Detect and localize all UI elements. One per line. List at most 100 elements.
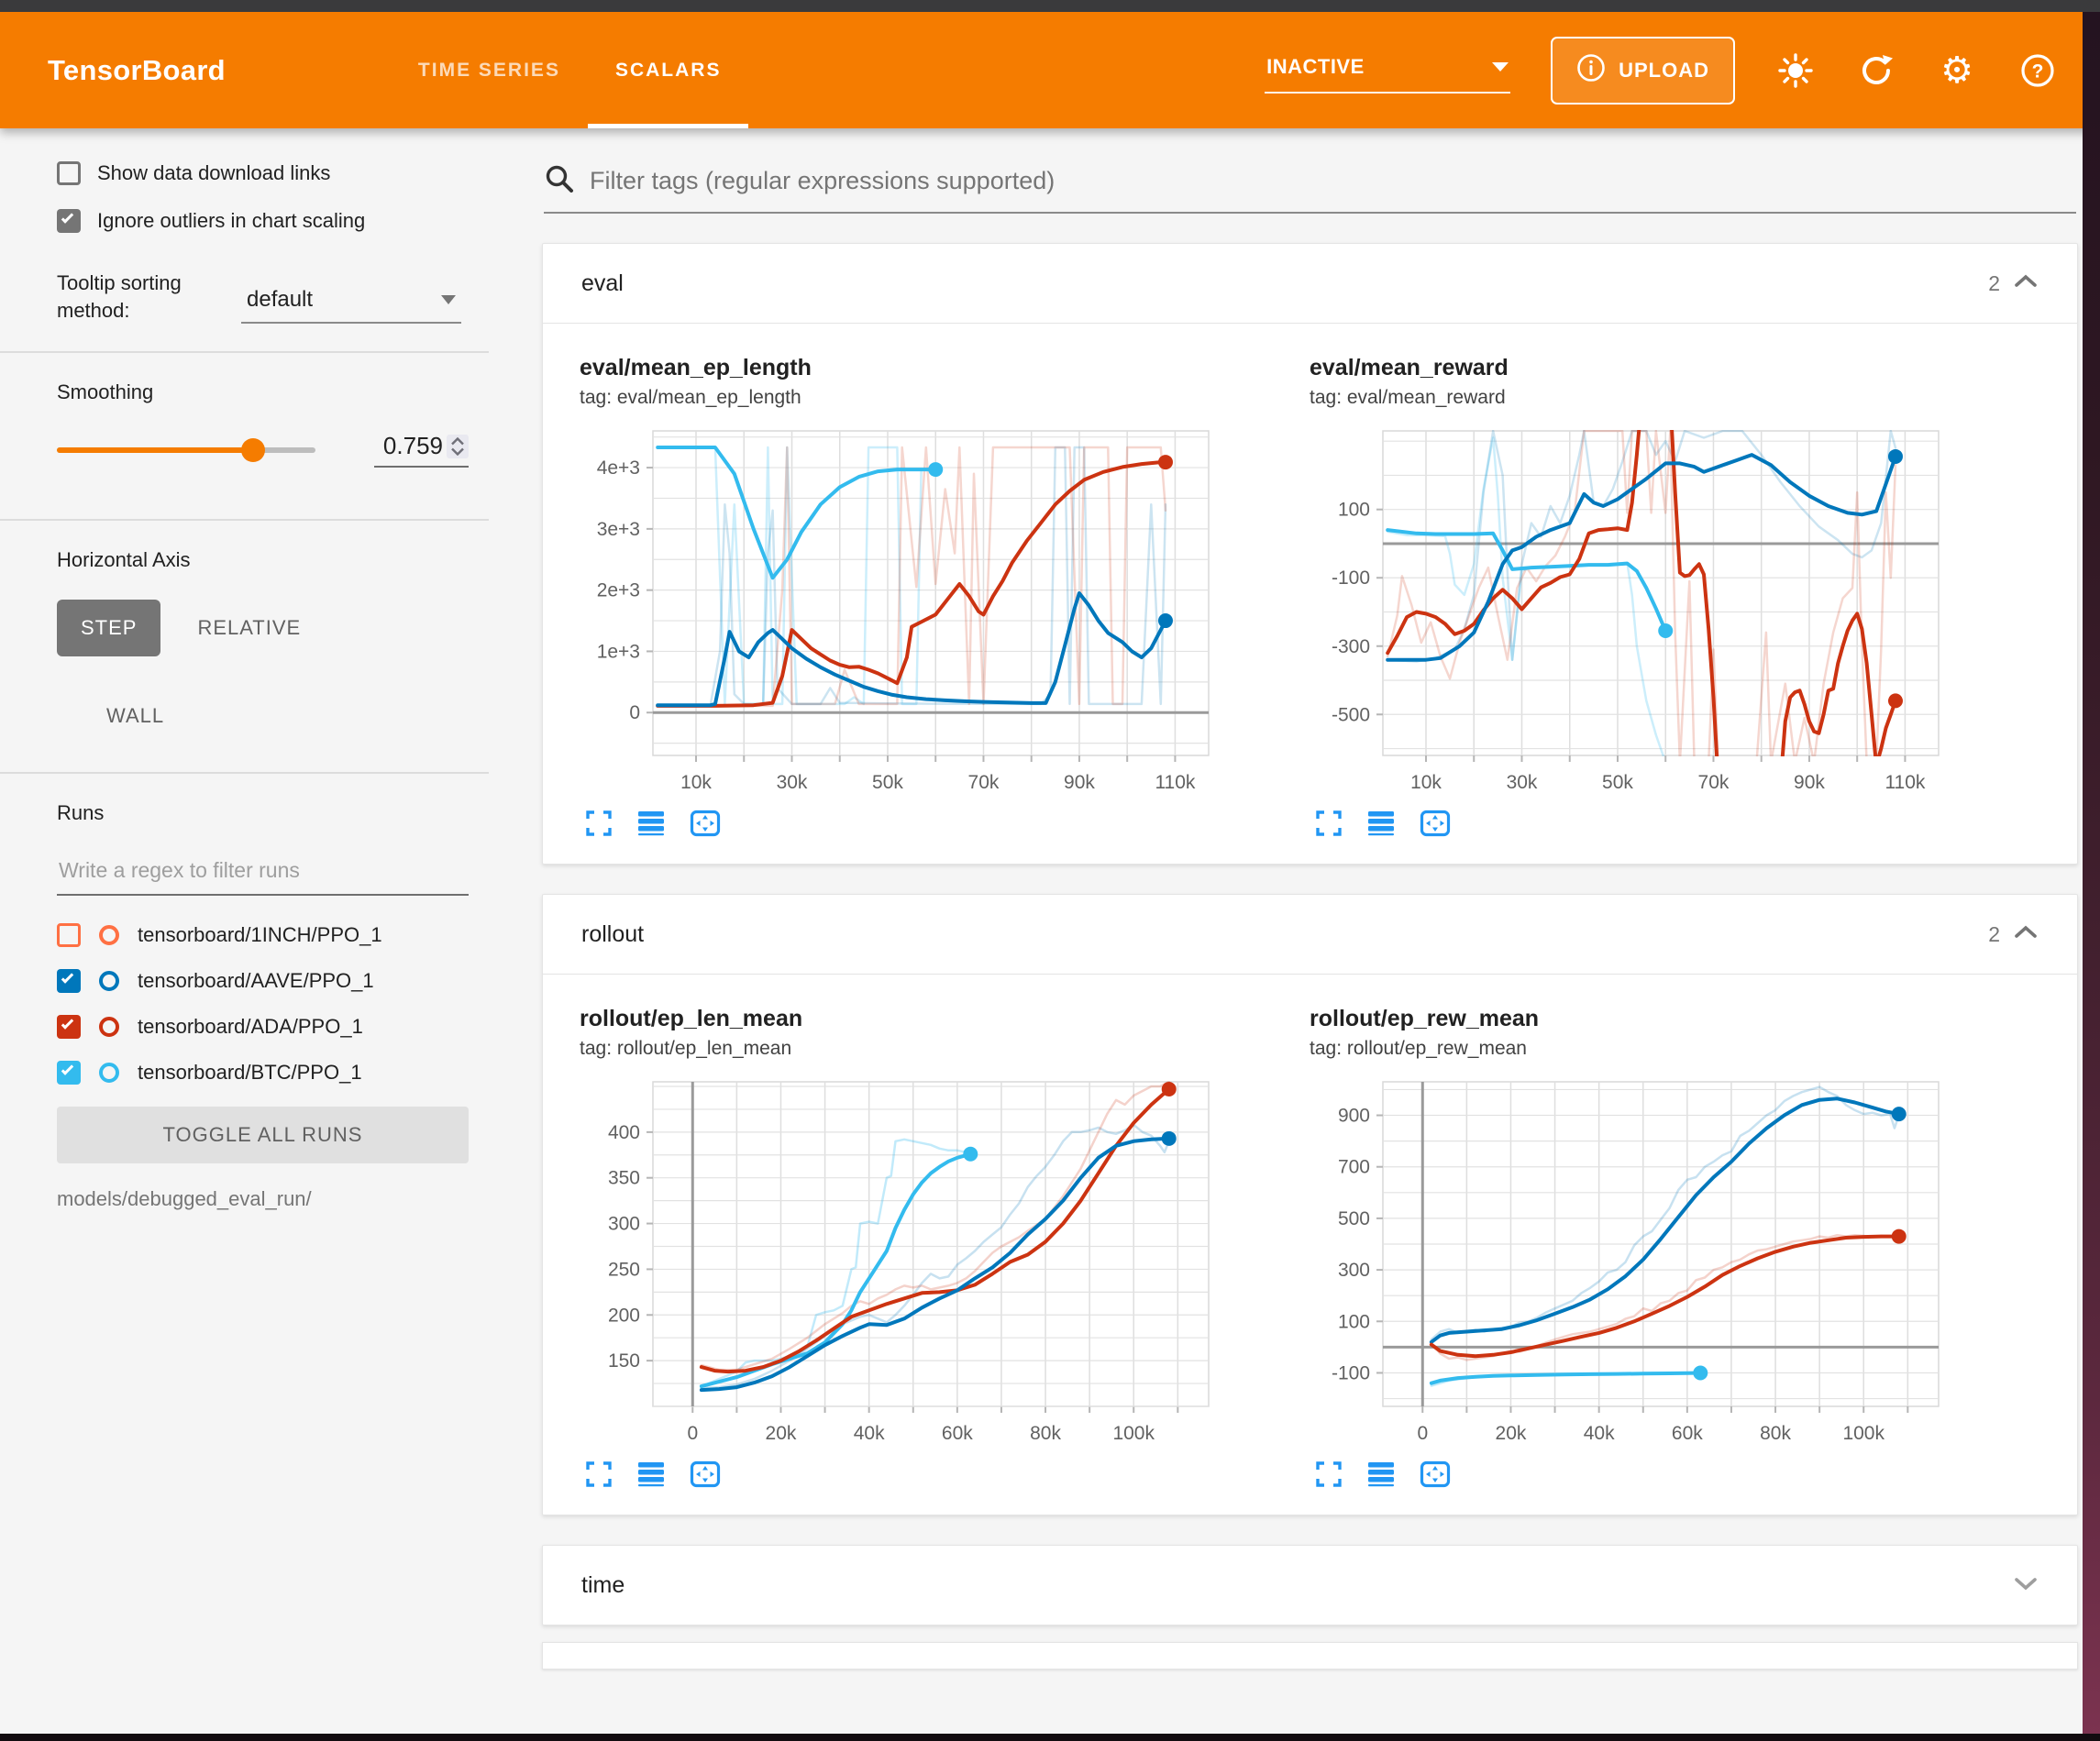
upload-label: UPLOAD — [1619, 58, 1709, 82]
settings-sidebar: Show data download links Ignore outliers… — [0, 128, 489, 1734]
chart-rollout-ep-rew-mean: rollout/ep_rew_mean tag: rollout/ep_rew_… — [1310, 1006, 1988, 1493]
haxis-wall-button[interactable]: WALL — [106, 704, 165, 728]
filter-tags-placeholder: Filter tags (regular expressions support… — [590, 167, 1056, 194]
fit-domain-icon[interactable] — [690, 810, 721, 842]
refresh-icon[interactable] — [1856, 50, 1896, 91]
svg-text:3e+3: 3e+3 — [597, 519, 640, 540]
svg-text:-300: -300 — [1332, 636, 1370, 657]
svg-text:150: 150 — [608, 1350, 640, 1372]
section-card-rollout: rollout 2 rollout/ep_len_mean tag: rollo… — [542, 894, 2078, 1515]
tab-time-series[interactable]: TIME SERIES — [417, 59, 560, 81]
run-label: tensorboard/BTC/PPO_1 — [138, 1061, 362, 1085]
svg-text:250: 250 — [608, 1259, 640, 1280]
line-chart[interactable]: 10k 30k 50k 70k 90k 110k 100 -100 -300 -500 — [1310, 422, 1951, 799]
fullscreen-icon[interactable] — [585, 810, 613, 842]
run-checkbox[interactable] — [57, 1015, 81, 1040]
upload-button[interactable]: UPLOAD — [1551, 36, 1735, 105]
line-chart[interactable]: 10k 30k 50k 70k 90k 110k 0 1e+3 2e+3 3e+3 4e+3 — [580, 422, 1221, 799]
section-card-eval: eval 2 eval/mean_ep_length tag: eval/mea… — [542, 243, 2078, 865]
run-row[interactable]: tensorboard/ADA/PPO_1 — [57, 1015, 489, 1040]
fullscreen-icon[interactable] — [1315, 810, 1343, 842]
tab-scalars[interactable]: SCALARS — [587, 12, 749, 128]
svg-text:110k: 110k — [1155, 772, 1195, 793]
svg-text:70k: 70k — [968, 772, 1000, 793]
svg-text:-500: -500 — [1332, 704, 1370, 725]
chevron-down-icon[interactable] — [2013, 1575, 2039, 1596]
run-label: tensorboard/ADA/PPO_1 — [138, 1015, 363, 1039]
run-checkbox[interactable] — [57, 923, 81, 948]
fullscreen-icon[interactable] — [1315, 1460, 1343, 1493]
svg-text:20k: 20k — [766, 1423, 797, 1444]
vertical-scrollbar[interactable] — [2083, 12, 2100, 1741]
run-color-ring[interactable] — [99, 1063, 119, 1084]
svg-text:80k: 80k — [1030, 1423, 1061, 1444]
line-chart[interactable]: 0 20k 40k 60k 80k 100k -100 100 300 500 700 900 — [1310, 1073, 1951, 1450]
chart-tag: tag: rollout/ep_rew_mean — [1310, 1038, 1527, 1059]
svg-text:4e+3: 4e+3 — [597, 457, 640, 479]
brightness-icon[interactable] — [1775, 50, 1816, 91]
smoothing-slider[interactable] — [57, 437, 315, 462]
horizontal-axis-label: Horizontal Axis — [57, 548, 191, 572]
fit-domain-icon[interactable] — [1420, 810, 1451, 842]
app-title: TensorBoard — [48, 53, 226, 86]
svg-text:80k: 80k — [1760, 1423, 1791, 1444]
run-checkbox[interactable] — [57, 969, 81, 994]
filter-tags-input[interactable]: Filter tags (regular expressions support… — [544, 163, 2076, 214]
divider — [0, 351, 489, 354]
svg-text:100k: 100k — [1842, 1423, 1884, 1444]
run-row[interactable]: tensorboard/AAVE/PPO_1 — [57, 969, 489, 994]
smoothing-value-field[interactable]: 0.759 — [373, 432, 469, 468]
run-color-ring[interactable] — [99, 925, 119, 946]
toggle-all-runs-button[interactable]: TOGGLE ALL RUNS — [57, 1107, 469, 1164]
show-download-links-checkbox[interactable] — [57, 161, 81, 185]
svg-text:300: 300 — [1338, 1260, 1370, 1281]
section-header-time[interactable]: time — [543, 1546, 2077, 1625]
fullscreen-icon[interactable] — [585, 1460, 613, 1493]
svg-text:10k: 10k — [1410, 772, 1442, 793]
svg-text:40k: 40k — [854, 1423, 885, 1444]
section-header-eval[interactable]: eval 2 — [543, 244, 2077, 323]
ignore-outliers-checkbox[interactable] — [57, 209, 81, 233]
chevron-up-icon[interactable] — [2013, 924, 2039, 945]
expand-data-icon[interactable] — [1366, 1460, 1396, 1493]
section-title: time — [581, 1571, 625, 1598]
svg-text:110k: 110k — [1884, 772, 1925, 793]
divider — [0, 519, 489, 522]
chart-rollout-ep-len-mean: rollout/ep_len_mean tag: rollout/ep_len_… — [580, 1006, 1258, 1493]
section-header-rollout[interactable]: rollout 2 — [543, 895, 2077, 974]
settings-gear-icon[interactable]: ⚙ — [1940, 49, 1973, 92]
show-download-links-label: Show data download links — [97, 161, 331, 184]
browser-top-strip — [0, 0, 2100, 12]
svg-text:0: 0 — [629, 702, 640, 723]
run-row[interactable]: tensorboard/1INCH/PPO_1 — [57, 923, 489, 948]
help-icon[interactable]: ? — [2017, 50, 2058, 91]
svg-text:-100: -100 — [1332, 567, 1370, 589]
chart-tag: tag: rollout/ep_len_mean — [580, 1038, 792, 1059]
line-chart[interactable]: 0 20k 40k 60k 80k 100k 150 200 250 300 350 400 — [580, 1073, 1221, 1450]
app-header: TensorBoard TIME SERIES SCALARS INACTIVE… — [0, 12, 2100, 128]
smoothing-slider-thumb[interactable] — [241, 437, 266, 462]
run-color-ring[interactable] — [99, 971, 119, 992]
haxis-relative-button[interactable]: RELATIVE — [197, 616, 302, 640]
runs-filter-input[interactable]: Write a regex to filter runs — [57, 854, 469, 897]
smoothing-stepper[interactable] — [447, 434, 469, 458]
fit-domain-icon[interactable] — [1420, 1460, 1451, 1493]
chart-eval-mean-reward: eval/mean_reward tag: eval/mean_reward 1… — [1310, 355, 1988, 842]
status-dropdown[interactable]: INACTIVE — [1265, 48, 1511, 94]
run-row[interactable]: tensorboard/BTC/PPO_1 — [57, 1061, 489, 1085]
fit-domain-icon[interactable] — [690, 1460, 721, 1493]
expand-data-icon[interactable] — [636, 1460, 666, 1493]
haxis-step-button[interactable]: STEP — [57, 600, 161, 657]
run-color-ring[interactable] — [99, 1017, 119, 1038]
chart-eval-mean-ep-length: eval/mean_ep_length tag: eval/mean_ep_le… — [580, 355, 1258, 842]
chevron-up-icon[interactable] — [2013, 273, 2039, 294]
svg-text:60k: 60k — [942, 1423, 973, 1444]
svg-text:500: 500 — [1338, 1208, 1370, 1229]
svg-text:50k: 50k — [1602, 772, 1633, 793]
run-checkbox[interactable] — [57, 1061, 81, 1085]
expand-data-icon[interactable] — [636, 810, 666, 842]
tooltip-sorting-select[interactable]: default — [241, 283, 461, 325]
chart-count-badge: 2 — [1988, 921, 2000, 946]
expand-data-icon[interactable] — [1366, 810, 1396, 842]
svg-text:10k: 10k — [680, 772, 712, 793]
